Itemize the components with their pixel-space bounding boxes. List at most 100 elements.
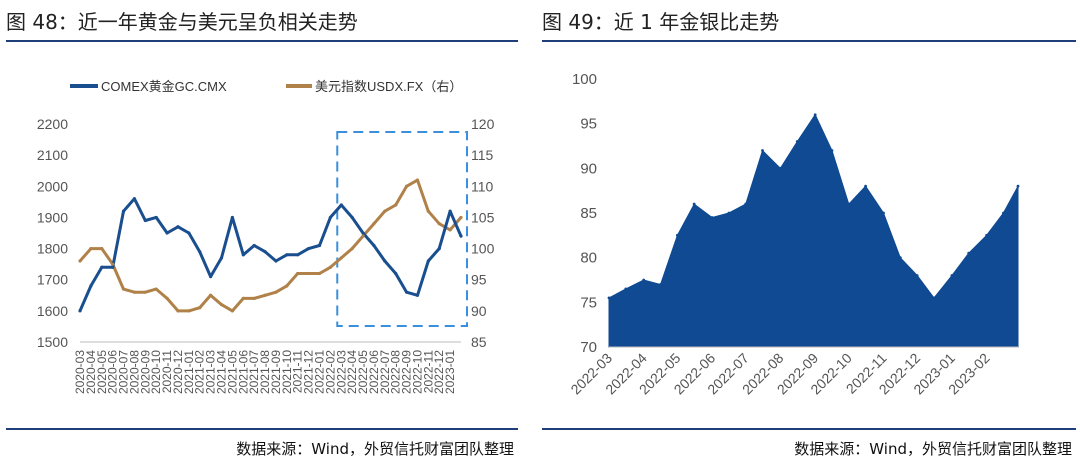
y-left-tick-label: 1500 [37,334,68,350]
y-right-tick-label: 110 [471,178,494,194]
usd-point [111,262,115,266]
x-tick-label: 2022-09 [400,350,414,394]
highlight-box [336,131,468,327]
gold-point [219,256,224,260]
ratio-point [692,202,696,206]
gold-point [317,243,322,248]
x-tick-label: 2020-11 [160,350,174,393]
gold-point [285,253,289,257]
ratio-point [967,251,971,255]
ratio-point [813,113,817,117]
ratio-point [950,274,954,277]
usd-point [252,296,256,300]
y-tick-label: 70 [580,339,597,356]
usd-point [448,228,452,232]
x-tick-label: 2022-03 [334,350,348,394]
gold-point [89,284,93,288]
usd-point [89,246,93,251]
gold-point [252,243,256,248]
usd-point [165,296,169,300]
source-note: 数据来源：Wind，外贸信托财富团队整理 [236,440,514,458]
ratio-point [864,184,868,188]
gold-price-line [78,197,463,312]
ratio-point [727,211,731,215]
x-tick-label: 2022-10 [410,350,424,394]
y-tick-label: 100 [572,71,597,88]
ratio-point [915,274,919,277]
x-tick-label: 2022-08 [389,350,403,394]
x-tick-label: 2020-07 [117,350,131,394]
gold-point [350,215,354,220]
ratio-point [1002,211,1005,215]
gold-point [100,265,104,269]
x-tick-label: 2020-04 [84,350,98,394]
usd-point [307,271,311,276]
gold-point [274,259,278,263]
y-left-tick-label: 1800 [37,241,68,257]
ratio-point [642,278,646,282]
gold-point [426,259,430,263]
usd-point [78,259,82,263]
x-tick-label: 2020-12 [171,350,185,394]
x-tick-label: 2020-09 [138,350,152,394]
usd-point [350,246,354,251]
gold-point [154,215,158,220]
ratio-point [1016,184,1020,188]
legend-label-usd: 美元指数USDX.FX（右） [315,79,462,94]
gold-point [361,231,365,235]
x-tick-label: 2021-03 [204,350,218,394]
x-tick-label: 2021-11 [291,350,305,393]
y-right-tick-label: 85 [471,334,487,350]
x-tick-label: 2020-08 [127,350,141,394]
gold-silver-panel: 图 49：近 1 年金银比走势 70 75 80 85 90 95 100 2022-03 20… [536,0,1076,474]
x-tick-label: 2021-01 [182,350,196,394]
usd-point [296,271,300,276]
source-rule [6,428,518,430]
ratio-point [675,233,679,237]
usd-point [209,293,213,297]
y-left-tick-label: 1900 [37,209,68,225]
y-right-tick-label: 115 [471,147,494,163]
gold-point [78,309,82,313]
gold-point [339,203,343,207]
gold-point [241,253,245,257]
ratio-point [882,211,885,215]
gold-silver-ratio-chart: 7075808590951002022-032022-042022-052022… [567,71,1020,397]
ratio-point [607,296,611,300]
y-right-tick-label: 95 [471,272,487,288]
legend-label-gold: COMEX黄金GC.CMX [101,79,227,94]
ratio-point [659,283,662,286]
source-note: 数据来源：Wind，外贸信托财富团队整理 [794,440,1072,458]
usd-point [459,215,463,220]
x-tick-label: 2020-06 [106,350,120,394]
usd-point [426,209,430,213]
ratio-point [779,166,782,170]
usd-point [230,309,234,313]
usd-point [143,290,147,294]
x-tick-label: 2023-01 [443,350,457,394]
usd-point [154,287,158,291]
usd-point [339,256,343,260]
x-tick-label: 2021-06 [236,350,250,394]
usd-point [437,222,441,226]
y-tick-label: 80 [580,250,597,267]
x-tick-label: 2020-10 [149,350,163,394]
gold-point [383,259,387,263]
x-tick-label: 2021-07 [247,350,261,394]
y-left-tick-label: 1600 [37,303,68,319]
gold-point [437,246,441,251]
x-tick-label: 2022-02 [323,350,337,394]
ratio-point [761,149,764,152]
ratio-point [898,256,902,260]
x-tick-label: 2022-06 [367,350,381,394]
x-tick-label: 2022-12 [432,350,446,394]
usd-point [219,303,224,307]
x-tick-label: 2022-05 [356,350,370,394]
gold-usd-chart: COMEX黄金GC.CMX 美元指数USDX.FX（右） 1500 1600 1700 1… [37,79,495,394]
title-rule [6,40,518,42]
x-tick-label: 2022-07 [378,350,392,394]
x-tick-label: 2020-03 [73,350,87,394]
ratio-area [608,113,1019,348]
usd-point [383,209,387,213]
gold-point [307,246,311,251]
